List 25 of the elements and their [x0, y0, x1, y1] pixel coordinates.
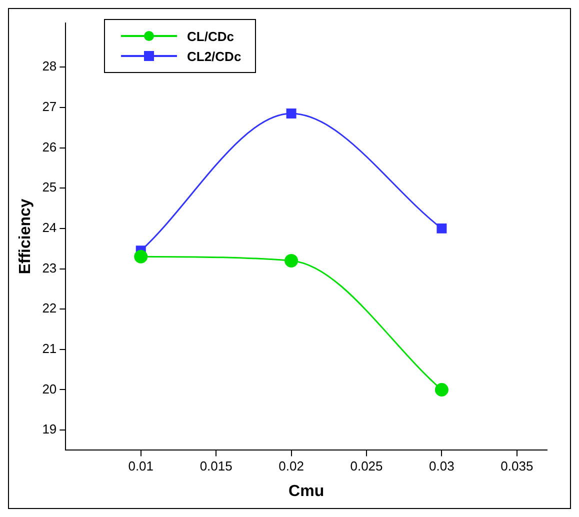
y-tick-label: 25 — [42, 180, 57, 195]
point — [434, 382, 448, 396]
x-tick-label: 0.025 — [350, 458, 383, 474]
y-tick-label: 19 — [42, 422, 57, 437]
y-tick-label: 21 — [42, 340, 57, 356]
y-tick-label: 20 — [42, 381, 57, 396]
y-tick-label: 27 — [42, 99, 57, 114]
x-axis-title: Cmu — [288, 482, 324, 500]
x-tick-label: 0.03 — [429, 458, 454, 474]
point — [436, 223, 447, 234]
x-tick-label: 0.01 — [128, 458, 154, 474]
y-tick-label: 26 — [42, 139, 57, 154]
point — [284, 254, 298, 268]
point — [134, 250, 148, 264]
y-axis-title: Efficiency — [17, 198, 34, 274]
x-tick-label: 0.035 — [500, 458, 534, 474]
x-tick-label: 0.015 — [200, 458, 232, 474]
legend-label: CL2/CDc — [187, 48, 242, 64]
point — [286, 108, 296, 119]
y-tick-label: 22 — [42, 300, 57, 316]
y-tick-label: 28 — [42, 58, 57, 74]
x-tick-label: 0.02 — [278, 458, 304, 474]
legend-label: CL/CDc — [187, 28, 234, 44]
y-tick-label: 24 — [42, 220, 57, 236]
y-tick-label: 23 — [42, 260, 57, 276]
